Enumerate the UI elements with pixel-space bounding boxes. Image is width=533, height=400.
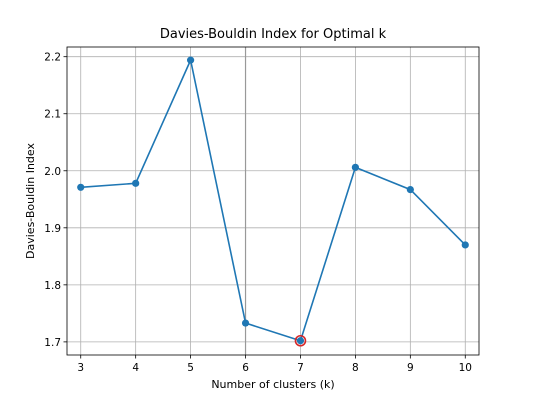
data-point bbox=[407, 186, 414, 193]
x-axis-label: Number of clusters (k) bbox=[211, 378, 334, 391]
data-point bbox=[462, 241, 469, 248]
y-tick-label: 1.8 bbox=[44, 280, 61, 292]
data-point bbox=[132, 180, 139, 187]
chart-title: Davies-Bouldin Index for Optimal k bbox=[160, 27, 387, 42]
y-tick-label: 2.0 bbox=[44, 166, 61, 178]
x-tick-label: 5 bbox=[187, 362, 194, 374]
data-point bbox=[352, 164, 359, 171]
x-tick-label: 7 bbox=[297, 362, 304, 374]
x-tick-label: 3 bbox=[77, 362, 84, 374]
data-point bbox=[187, 57, 194, 64]
y-tick-label: 2.1 bbox=[44, 109, 61, 121]
data-point bbox=[297, 337, 304, 344]
data-point bbox=[77, 184, 84, 191]
x-tick-label: 10 bbox=[459, 362, 472, 374]
x-tick-label: 8 bbox=[352, 362, 359, 374]
y-tick-label: 1.7 bbox=[44, 337, 61, 349]
data-point bbox=[242, 319, 249, 326]
x-tick-label: 6 bbox=[242, 362, 249, 374]
x-tick-label: 9 bbox=[407, 362, 414, 374]
x-tick-label: 4 bbox=[132, 362, 139, 374]
y-axis-label: Davies-Bouldin Index bbox=[24, 143, 37, 259]
y-tick-label: 1.9 bbox=[44, 223, 61, 235]
y-tick-label: 2.2 bbox=[44, 52, 61, 64]
